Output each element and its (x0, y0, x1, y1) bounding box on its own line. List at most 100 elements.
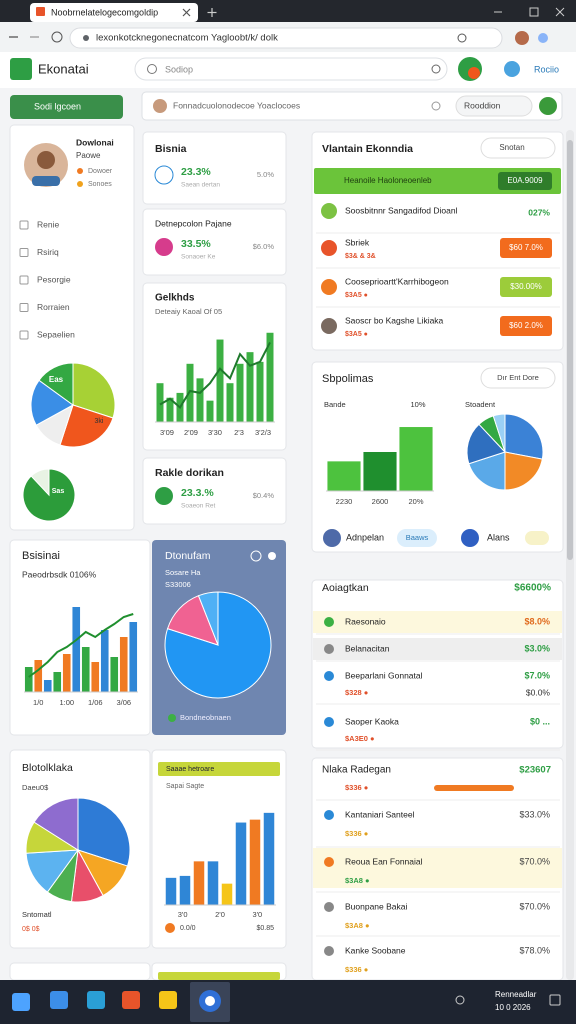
row-title[interactable]: Kantaniari Santeel (345, 809, 415, 819)
taskbar-icon[interactable] (159, 991, 177, 1009)
legend-chip-label: Baaws (406, 533, 429, 542)
taskbar-icon[interactable] (50, 991, 68, 1009)
menu-icon (19, 275, 29, 285)
table-row (313, 848, 562, 888)
pie-slice (197, 591, 219, 646)
x-tick-label: 2'3 (234, 428, 244, 437)
pie-slice (466, 423, 506, 465)
tab-title[interactable]: Noobrnelatelogecomgoldip (51, 7, 158, 17)
bar (81, 647, 90, 692)
bar (256, 361, 264, 422)
row-title[interactable]: Soosbitnnr Sangadifod Dioanl (345, 205, 458, 215)
x-tick-label: 2'09 (184, 428, 198, 437)
bar (100, 630, 109, 692)
card-footer: Bondneobnaen (180, 713, 231, 722)
menu-item[interactable]: Pesorgie (37, 274, 71, 284)
filter-button[interactable] (455, 95, 533, 117)
row-title[interactable]: Beeparlani Gonnatal (345, 670, 423, 680)
row-title[interactable]: Raesonaio (345, 616, 386, 626)
filter-bar[interactable] (141, 91, 563, 121)
row-value: $70.0% (519, 901, 550, 911)
filter-chip[interactable] (480, 367, 556, 389)
url-field[interactable] (69, 27, 503, 49)
card-subtitle: Paeodrbsdk 0106% (22, 569, 97, 579)
primary-button[interactable] (10, 95, 123, 119)
status-dot (168, 714, 176, 722)
filter-text[interactable]: Fonnadcuolonodecoe Yoaclocoes (173, 100, 300, 110)
bar (363, 452, 397, 491)
bar (119, 637, 128, 692)
card-footer: Sntomatl (22, 910, 52, 919)
bar (43, 680, 52, 692)
menu-item[interactable]: Sepaelien (37, 329, 75, 339)
row-title[interactable]: Buonpane Bakai (345, 901, 407, 911)
pie-slice (164, 591, 272, 699)
row-title[interactable]: Saoscr bo Kagshe Likiaka (345, 315, 444, 325)
row-subvalue: $0.0% (526, 687, 551, 697)
card-banner (158, 972, 280, 980)
header-link[interactable]: Rociio (534, 64, 559, 74)
bar (53, 672, 62, 692)
menu-item[interactable]: Rorraien (37, 302, 70, 312)
row-title[interactable]: Saoper Kaoka (345, 716, 399, 726)
chart-label: Bande (324, 400, 346, 409)
row-title[interactable]: Sbriek (345, 237, 370, 247)
url-text[interactable]: lexonkotcknegonecnatcom Yagloobt/k/ dolk (96, 33, 278, 44)
row-title[interactable]: Kanke Soobane (345, 945, 406, 955)
taskbar-icon[interactable] (12, 993, 30, 1011)
filter-chip[interactable] (480, 137, 556, 159)
card-total: $6600% (514, 583, 551, 594)
filter-button-label[interactable]: Rooddion (464, 100, 501, 110)
legend-icon (461, 529, 479, 547)
legend-label[interactable]: Alans (487, 532, 510, 542)
clock-time: Renneadlar (495, 990, 537, 999)
row-value: $33.0% (519, 809, 550, 819)
row-subtext: $A3E0 ● (345, 734, 375, 743)
legend-icon (323, 529, 341, 547)
window-control (529, 7, 539, 17)
notification-icon (549, 994, 561, 1006)
row-subtext: $336 ● (345, 829, 368, 838)
x-tick-label: 3/06 (116, 698, 131, 707)
row-badge (500, 238, 552, 258)
row-title[interactable]: Cooseprioartt'Karrhibogeon (345, 276, 449, 286)
x-tick-label: 1/06 (88, 698, 103, 707)
button-label[interactable]: Sodi lgcoen (34, 101, 81, 111)
card (9, 124, 135, 531)
user-avatar (539, 97, 557, 115)
profile-avatar (515, 31, 529, 45)
taskbar-icon[interactable] (122, 991, 140, 1009)
bar (110, 657, 119, 692)
pie-slice (59, 404, 114, 448)
x-tick-label: 2600 (372, 497, 389, 506)
legend-label[interactable]: Adnpelan (346, 532, 384, 542)
brand-name: Ekonatai (38, 61, 89, 76)
bar (193, 861, 205, 905)
table-row (313, 801, 562, 841)
filter-chip-label[interactable]: Snotan (499, 143, 524, 152)
search-placeholder[interactable]: Sodiop (165, 64, 193, 74)
card-title: Gelkhds (155, 293, 195, 304)
stat-icon (155, 238, 173, 256)
row-title[interactable]: Belanacitan (345, 643, 390, 653)
pie-slice (72, 362, 116, 419)
row-icon (324, 617, 334, 627)
browser-tab[interactable] (30, 3, 198, 22)
close-icon (182, 8, 191, 17)
x-tick-label: 3'09 (160, 428, 174, 437)
icon (268, 552, 276, 560)
search-field[interactable] (134, 57, 448, 81)
table-row (313, 638, 562, 660)
row-title[interactable]: Reoua Ean Fonnaial (345, 856, 423, 866)
pie-label: Eas (49, 375, 64, 384)
card (9, 962, 151, 981)
tag-dot (77, 181, 83, 187)
filter-chip-label[interactable]: Dır Ent Dore (497, 373, 539, 382)
x-tick-label: 3'30 (208, 428, 222, 437)
taskbar-icon[interactable] (87, 991, 105, 1009)
bar (266, 332, 274, 422)
menu-icon (19, 220, 29, 230)
menu-item[interactable]: Rsiriq (37, 247, 59, 257)
menu-item[interactable]: Renie (37, 219, 59, 229)
